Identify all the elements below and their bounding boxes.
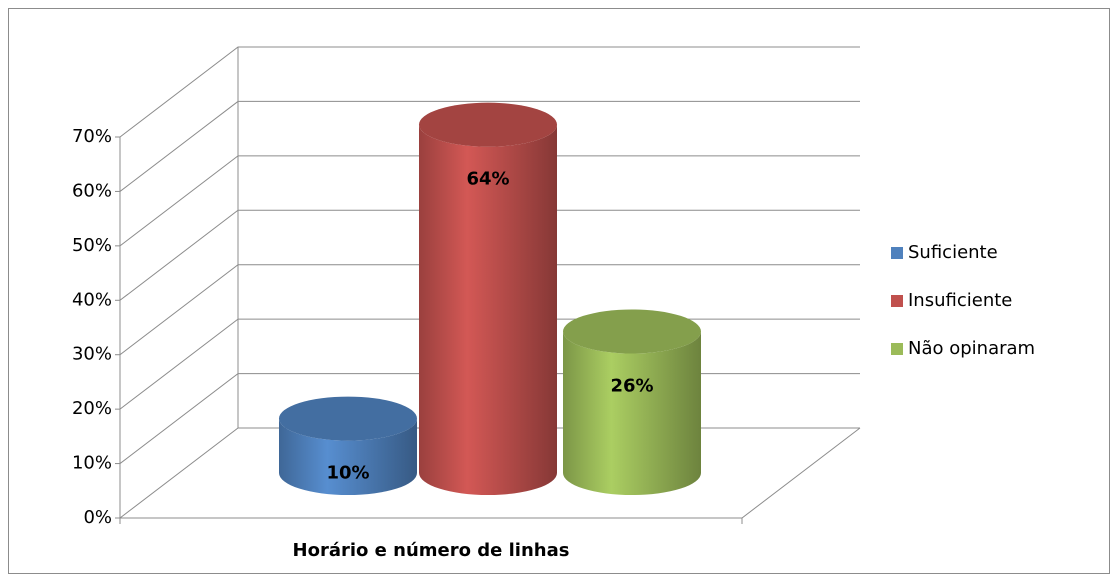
category-label: Horário e número de linhas — [293, 540, 570, 561]
bar-top — [279, 396, 417, 441]
bar — [563, 331, 701, 495]
legend-swatch — [891, 247, 903, 259]
y-tick-label: 10% — [72, 453, 112, 474]
y-tick-label: 40% — [72, 289, 112, 310]
bar-top — [563, 309, 701, 354]
y-tick-label: 20% — [72, 398, 112, 419]
y-tick-label: 30% — [72, 344, 112, 365]
y-tick-label: 50% — [72, 235, 112, 256]
legend-label: Insuficiente — [908, 290, 1012, 311]
legend-swatch — [891, 343, 903, 355]
grid-line — [119, 209, 860, 301]
y-tick-label: 0% — [83, 507, 112, 528]
grid-line — [119, 46, 860, 138]
data-label: 26% — [610, 375, 653, 396]
bar-top — [419, 102, 557, 147]
grid-line — [119, 100, 860, 192]
y-tick-label: 60% — [72, 180, 112, 201]
chart-border — [8, 8, 1110, 574]
legend-swatch — [891, 295, 903, 307]
legend-label: Não opinaram — [908, 338, 1035, 359]
data-label: 10% — [326, 463, 369, 484]
bar — [279, 418, 417, 495]
y-tick-label: 70% — [72, 126, 112, 147]
bar — [419, 124, 557, 496]
legend-label: Suficiente — [908, 242, 998, 263]
grid-line — [119, 264, 860, 356]
data-label: 64% — [466, 169, 509, 190]
grid-line — [119, 155, 860, 247]
